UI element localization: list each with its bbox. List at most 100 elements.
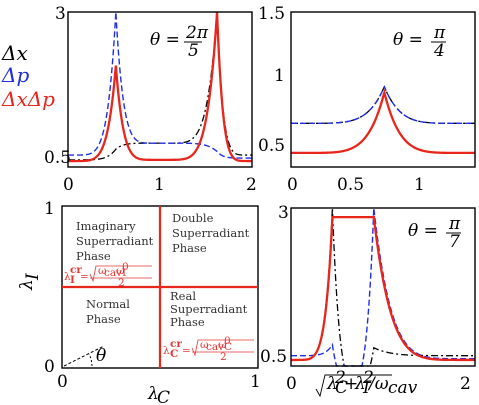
series-line-dp <box>291 207 475 367</box>
svg-text:π: π <box>433 23 446 43</box>
plot-frame <box>290 207 476 367</box>
panel-top-right: θ = π 4 0.5 1 1.5 0 0.5 1 <box>258 4 476 195</box>
critical-lambda-C-label: λ C cr = ω cav ω C 0 2 <box>163 335 254 363</box>
region-label: Real <box>170 289 196 303</box>
panel-bottom-right: θ = π 7 0.5 3 0 2 λ C 2 + λ I 2 /ω cav <box>260 203 476 398</box>
svg-text:0: 0 <box>122 261 129 273</box>
svg-text:C: C <box>224 341 232 353</box>
x-tick-label: 0 <box>57 372 68 392</box>
region-label: Phase <box>172 241 207 255</box>
series-line-dx <box>291 207 475 367</box>
x-tick-label: 0 <box>286 374 297 394</box>
svg-text:5: 5 <box>188 41 199 61</box>
plot-frame <box>290 11 476 168</box>
svg-text:cav: cav <box>388 378 418 398</box>
panel-title: θ = 2π 5 <box>150 23 209 61</box>
svg-text:2π: 2π <box>185 23 209 43</box>
x-tick-label: 1 <box>250 372 261 392</box>
series-line-dp <box>68 11 252 159</box>
svg-text:λ: λ <box>64 271 71 283</box>
series-line-dxdp <box>68 11 252 163</box>
panel-title: θ = π 7 <box>408 214 461 252</box>
y-axis-label: λ I <box>17 273 43 291</box>
angle-ray <box>63 345 105 367</box>
region-label: Phase <box>170 315 205 329</box>
svg-text:cr: cr <box>70 264 82 276</box>
region-label: Phase <box>76 249 111 263</box>
plot-area <box>291 207 475 367</box>
svg-text:2: 2 <box>334 368 346 388</box>
svg-text:θ =: θ = <box>393 30 423 50</box>
x-axis-label: λ C <box>147 384 170 405</box>
plot-area <box>68 11 252 163</box>
plot-area <box>291 85 475 155</box>
svg-text:7: 7 <box>449 232 460 252</box>
region-label: Normal <box>86 297 130 311</box>
panel-top-left: θ = 2π 5 0.5 3 0 1 2 <box>44 4 257 195</box>
svg-text:+: + <box>344 374 358 394</box>
svg-text:cr: cr <box>170 338 182 350</box>
critical-lambda-I-label: λ I cr = ω cav ω I 0 2 <box>64 261 152 289</box>
x-tick-label: 1 <box>154 175 165 195</box>
svg-text:λ: λ <box>163 345 170 357</box>
svg-text:I: I <box>23 273 43 281</box>
svg-text:λ: λ <box>354 374 366 394</box>
x-tick-label: 0 <box>287 175 298 195</box>
series-line-dx <box>291 85 475 124</box>
svg-text:=: = <box>182 345 191 357</box>
x-tick-label: 1 <box>414 175 425 195</box>
x-axis-label: λ C 2 + λ I 2 /ω cav <box>315 368 418 398</box>
angle-label: θ <box>96 346 106 366</box>
svg-text:ω: ω <box>218 339 227 351</box>
svg-text:4: 4 <box>433 41 445 61</box>
svg-text:I: I <box>362 378 370 398</box>
svg-text:ω: ω <box>98 265 107 277</box>
svg-text:cav: cav <box>104 267 122 279</box>
svg-text:I: I <box>70 274 75 286</box>
y-tick-label: 3 <box>278 203 289 223</box>
x-tick-label: 2 <box>460 374 471 394</box>
svg-text:θ =: θ = <box>408 221 438 241</box>
y-tick-label: 0.5 <box>44 148 71 168</box>
svg-text:2: 2 <box>220 351 227 363</box>
panel-title: θ = π 4 <box>393 23 446 61</box>
angle-arc <box>88 353 93 367</box>
svg-text:2: 2 <box>362 368 374 388</box>
series-line-dxdp <box>291 88 475 155</box>
svg-text:λ: λ <box>17 279 37 291</box>
region-label: Superradiant <box>172 226 250 240</box>
svg-text:θ =: θ = <box>150 30 180 50</box>
svg-text:2: 2 <box>118 277 125 289</box>
svg-text:ω: ω <box>200 339 209 351</box>
region-label: Superradiant <box>76 234 154 248</box>
svg-text:=: = <box>80 271 89 283</box>
x-tick-label: 2 <box>246 175 257 195</box>
legend-entry-dp: Δp <box>1 63 29 87</box>
y-tick-label: 3 <box>55 4 66 24</box>
y-tick-label: 1.5 <box>258 4 285 24</box>
svg-text:C: C <box>170 348 178 360</box>
x-tick-label: 0.5 <box>337 175 364 195</box>
svg-text:λ: λ <box>326 374 338 394</box>
svg-text:/ω: /ω <box>367 374 389 394</box>
y-tick-label: 1 <box>274 66 285 86</box>
legend-entry-dxdp: ΔxΔp <box>1 87 55 111</box>
y-tick-label: 0.5 <box>260 347 287 367</box>
series-line-dp <box>291 85 475 125</box>
svg-text:ω: ω <box>116 265 125 277</box>
x-tick-label: 0 <box>63 175 74 195</box>
svg-text:cav: cav <box>206 341 224 353</box>
series-line-dxdp <box>291 215 475 362</box>
svg-text:λ: λ <box>147 384 159 404</box>
region-label: Phase <box>86 312 121 326</box>
svg-text:C: C <box>157 388 170 405</box>
legend-entry-dx: Δx <box>1 41 28 65</box>
region-label: Superradiant <box>170 302 248 316</box>
svg-text:I: I <box>122 267 126 279</box>
region-label: Double <box>172 211 214 225</box>
y-tick-label: 1 <box>44 199 55 219</box>
svg-text:C: C <box>335 378 348 398</box>
y-tick-label: 0.5 <box>258 136 285 156</box>
phase-diagram: Imaginary Superradiant Phase Double Supe… <box>17 199 261 405</box>
